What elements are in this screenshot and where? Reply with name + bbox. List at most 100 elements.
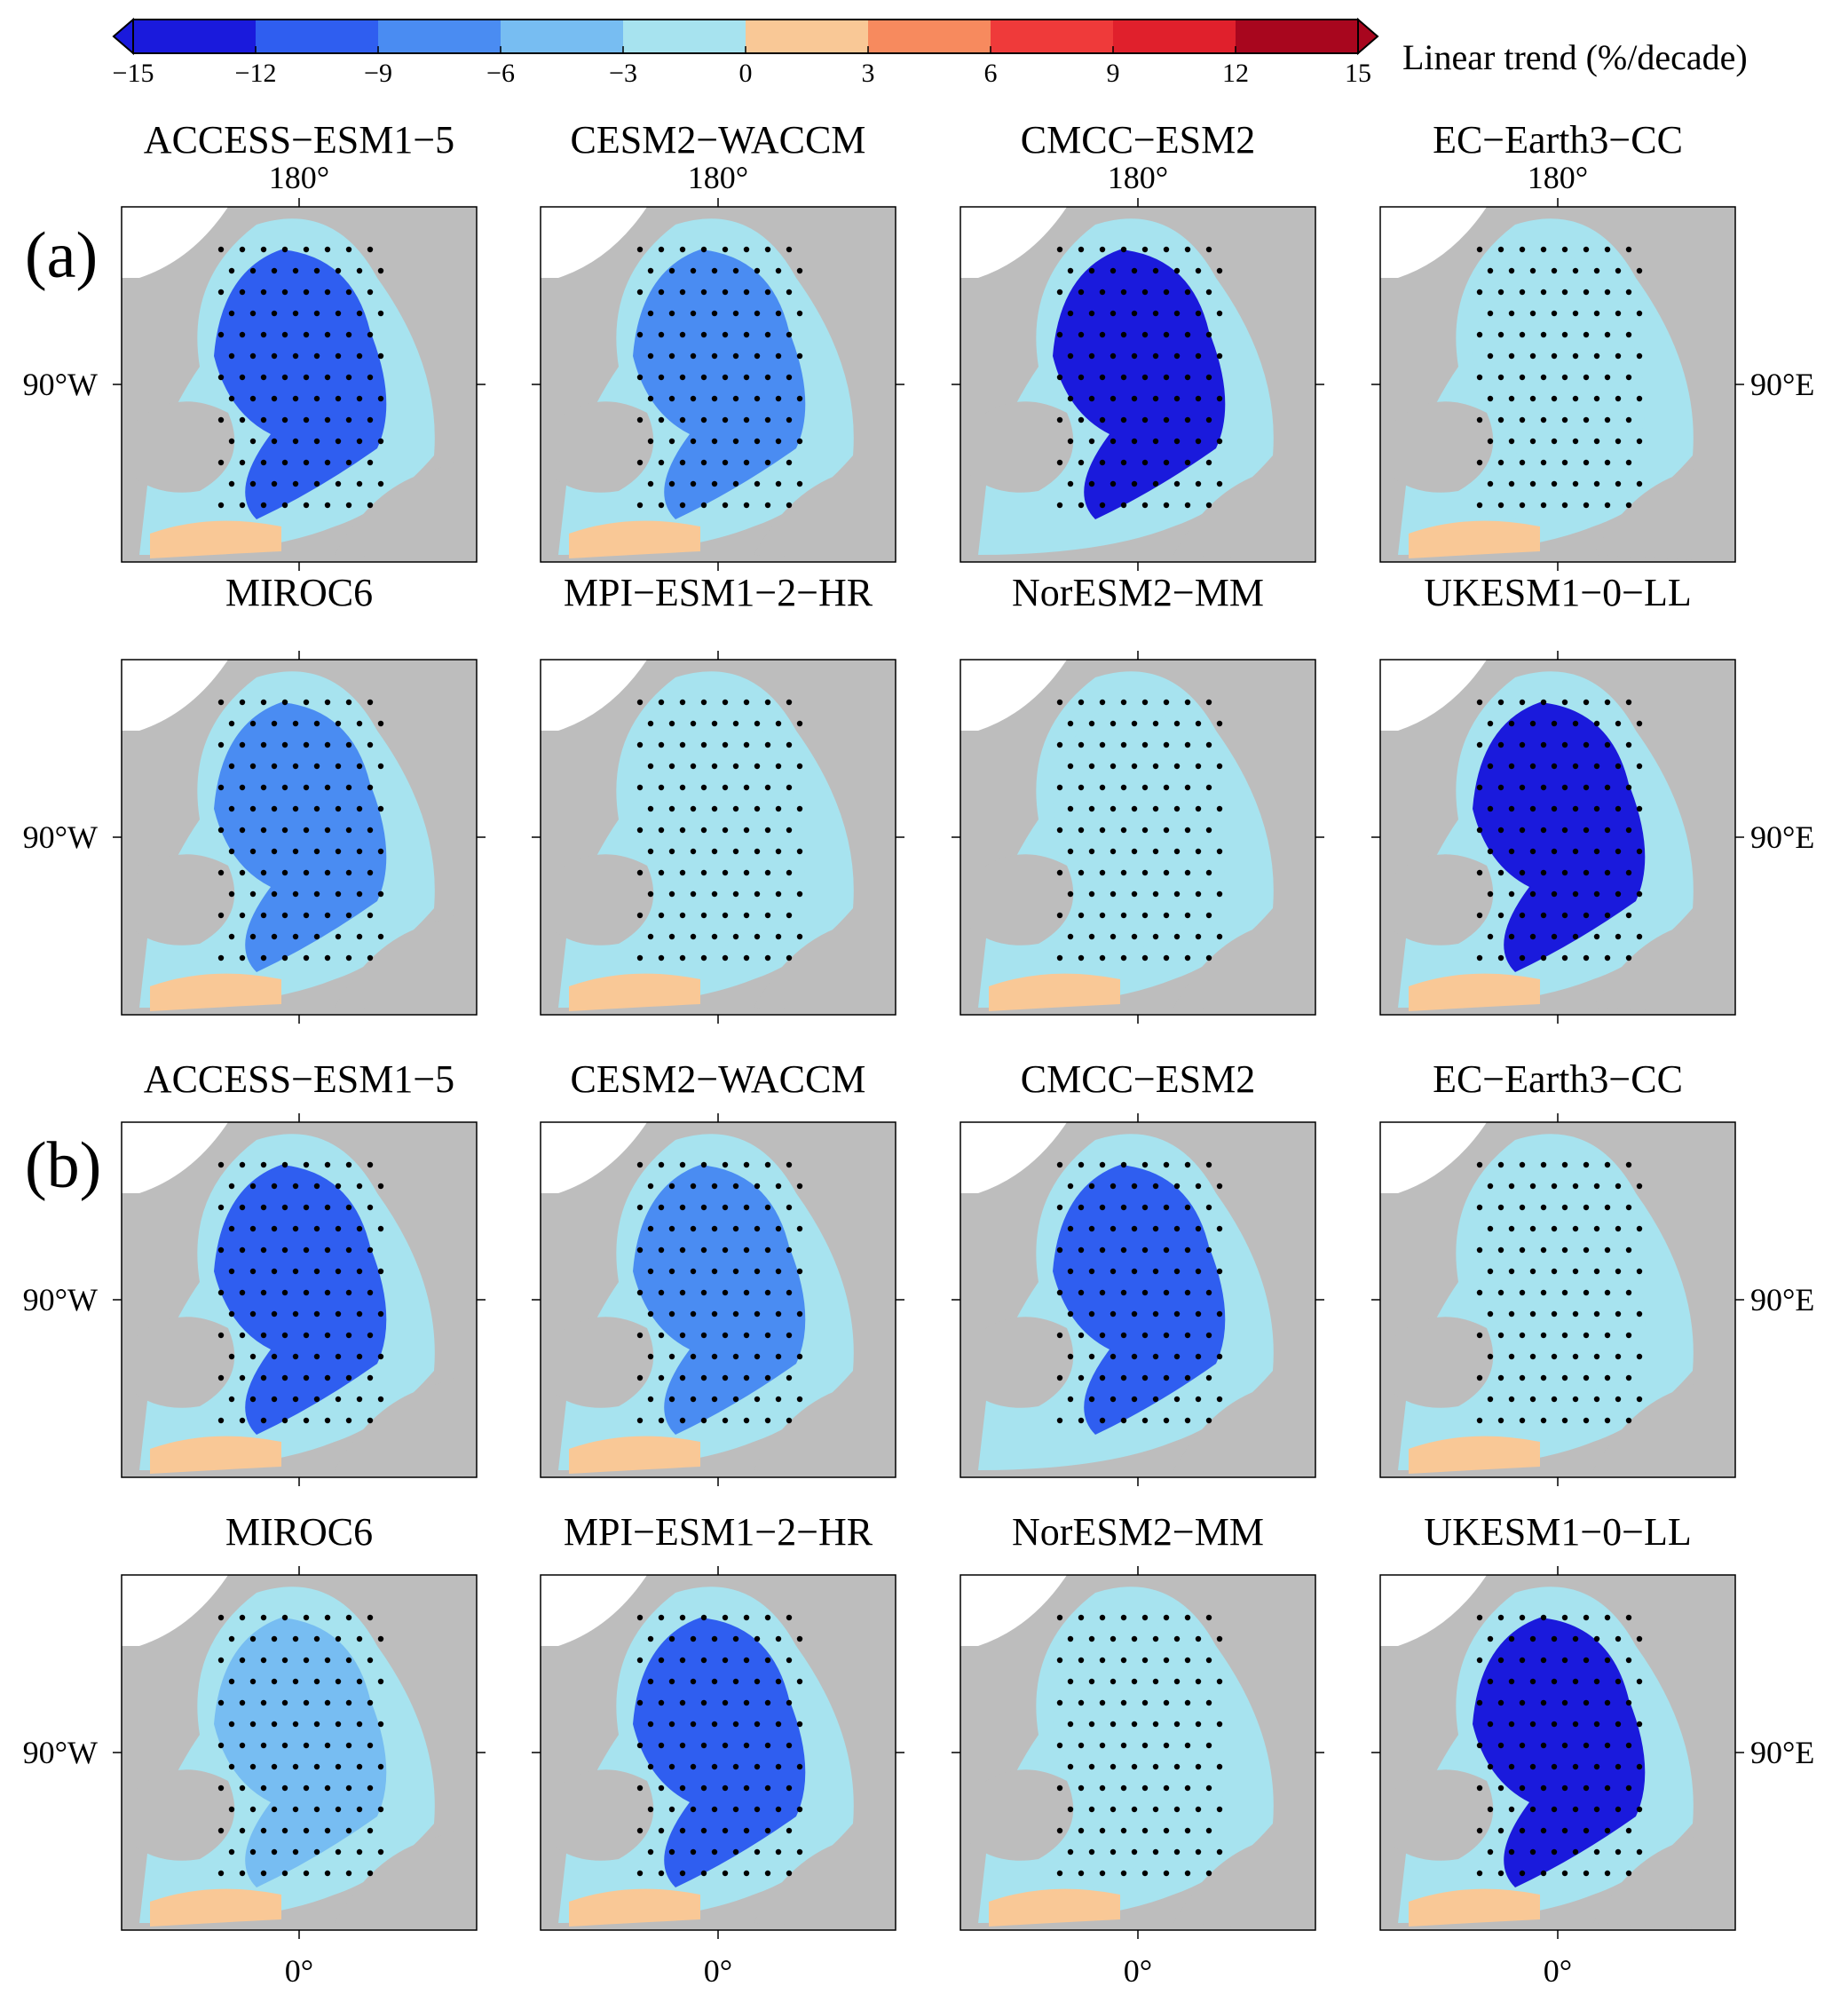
stipple-dot xyxy=(786,1417,793,1424)
stipple-dot xyxy=(775,1268,782,1275)
stipple-dot xyxy=(335,267,342,274)
stipple-dot xyxy=(228,1721,235,1728)
stipple-dot xyxy=(292,438,299,445)
stipple-dot xyxy=(292,1678,299,1685)
stipple-dot xyxy=(1551,438,1558,445)
stipple-dot xyxy=(786,1289,793,1296)
stipple-dot xyxy=(743,784,750,791)
stipple-dot xyxy=(239,1784,246,1792)
stipple-dot xyxy=(1141,1374,1149,1381)
open-water-pacific xyxy=(541,207,647,278)
stipple-dot xyxy=(228,1763,235,1770)
stipple-dot xyxy=(367,1374,374,1381)
stipple-dot xyxy=(1099,331,1106,338)
stipple-dot xyxy=(1216,890,1223,898)
stipple-dot xyxy=(1583,912,1590,919)
stipple-dot xyxy=(239,1699,246,1706)
stipple-dot xyxy=(1110,1268,1117,1275)
stipple-dot xyxy=(377,1635,384,1642)
stipple-dot xyxy=(367,1742,374,1749)
axis-label-90w: 90°W xyxy=(23,1282,98,1318)
stipple-dot xyxy=(260,1870,267,1877)
stipple-dot xyxy=(1078,246,1085,253)
stipple-dot xyxy=(356,267,363,274)
stipple-dot xyxy=(1078,1204,1085,1211)
land-eurasia xyxy=(754,455,896,562)
stipple-dot xyxy=(1110,438,1117,445)
stipple-dot xyxy=(1152,1353,1159,1360)
stipple-dot xyxy=(303,784,310,791)
stipple-dot xyxy=(700,1614,707,1621)
stipple-dot xyxy=(292,720,299,727)
stipple-dot xyxy=(335,1635,342,1642)
stipple-dot xyxy=(292,1848,299,1856)
stipple-dot xyxy=(1131,438,1138,445)
stipple-dot xyxy=(324,374,331,381)
stipple-dot xyxy=(1067,1806,1074,1813)
stipple-dot xyxy=(1625,1784,1632,1792)
stipple-dot xyxy=(636,741,644,748)
trend-core-region xyxy=(1473,1165,1646,1435)
land-greenland xyxy=(1387,1317,1494,1408)
stipple-dot xyxy=(668,1848,675,1856)
stipple-dot xyxy=(1583,289,1590,296)
stipple-dot xyxy=(1625,246,1632,253)
stipple-dot xyxy=(313,1848,320,1856)
stipple-dot xyxy=(764,784,771,791)
stipple-dot xyxy=(1615,805,1622,812)
stipple-dot xyxy=(658,1827,665,1834)
stipple-dot xyxy=(1604,1614,1611,1621)
stipple-dot xyxy=(1067,1848,1074,1856)
stipple-dot xyxy=(1184,741,1191,748)
stipple-dot xyxy=(1487,438,1494,445)
stipple-dot xyxy=(1519,1204,1526,1211)
land-greenland xyxy=(129,401,235,493)
stipple-dot xyxy=(743,1332,750,1339)
stipple-dot xyxy=(313,933,320,940)
stipple-dot xyxy=(217,1699,225,1706)
stipple-dot xyxy=(345,741,352,748)
stipple-dot xyxy=(1088,1225,1095,1232)
stipple-dot xyxy=(1561,459,1568,466)
stipple-dot xyxy=(1583,1289,1590,1296)
stipple-dot xyxy=(303,289,310,296)
stipple-dot xyxy=(1519,699,1526,706)
stipple-dot xyxy=(335,1183,342,1190)
stipple-dot xyxy=(700,331,707,338)
stipple-dot xyxy=(1604,1417,1611,1424)
stipple-dot xyxy=(647,1635,654,1642)
stipple-dot xyxy=(367,699,374,706)
stipple-dot xyxy=(796,267,803,274)
stipple-dot xyxy=(711,1763,718,1770)
stipple-dot xyxy=(786,502,793,509)
stipple-dot xyxy=(249,848,257,855)
stipple-dot xyxy=(1476,416,1483,423)
stipple-dot xyxy=(1476,331,1483,338)
stipple-dot xyxy=(679,1204,686,1211)
stipple-dot xyxy=(1131,395,1138,402)
trend-core-region xyxy=(633,702,806,972)
stipple-dot xyxy=(239,741,246,748)
map-panel: NorESM2−MM0° xyxy=(952,1510,1324,1989)
stipple-dot xyxy=(754,1268,761,1275)
stipple-dot xyxy=(271,1225,278,1232)
land-greenland xyxy=(129,1317,235,1408)
stipple-dot xyxy=(1173,438,1181,445)
stipple-dot xyxy=(1561,1161,1568,1168)
stipple-dot xyxy=(345,416,352,423)
stipple-dot xyxy=(1636,720,1643,727)
stipple-dot xyxy=(281,1827,288,1834)
stipple-dot xyxy=(1099,912,1106,919)
stipple-dot xyxy=(1099,1742,1106,1749)
stipple-dot xyxy=(1636,1635,1643,1642)
stipple-dot xyxy=(1551,1310,1558,1318)
stipple-dot xyxy=(1551,763,1558,770)
stipple-dot xyxy=(260,1417,267,1424)
stipple-dot xyxy=(324,1161,331,1168)
land-eurasia xyxy=(754,908,896,1015)
stipple-dot xyxy=(754,1396,761,1403)
stipple-dot xyxy=(1099,869,1106,876)
stipple-dot xyxy=(1519,331,1526,338)
land-eurasia xyxy=(335,908,477,1015)
